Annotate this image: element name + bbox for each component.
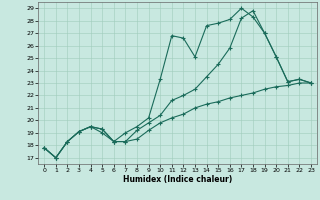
X-axis label: Humidex (Indice chaleur): Humidex (Indice chaleur) — [123, 175, 232, 184]
